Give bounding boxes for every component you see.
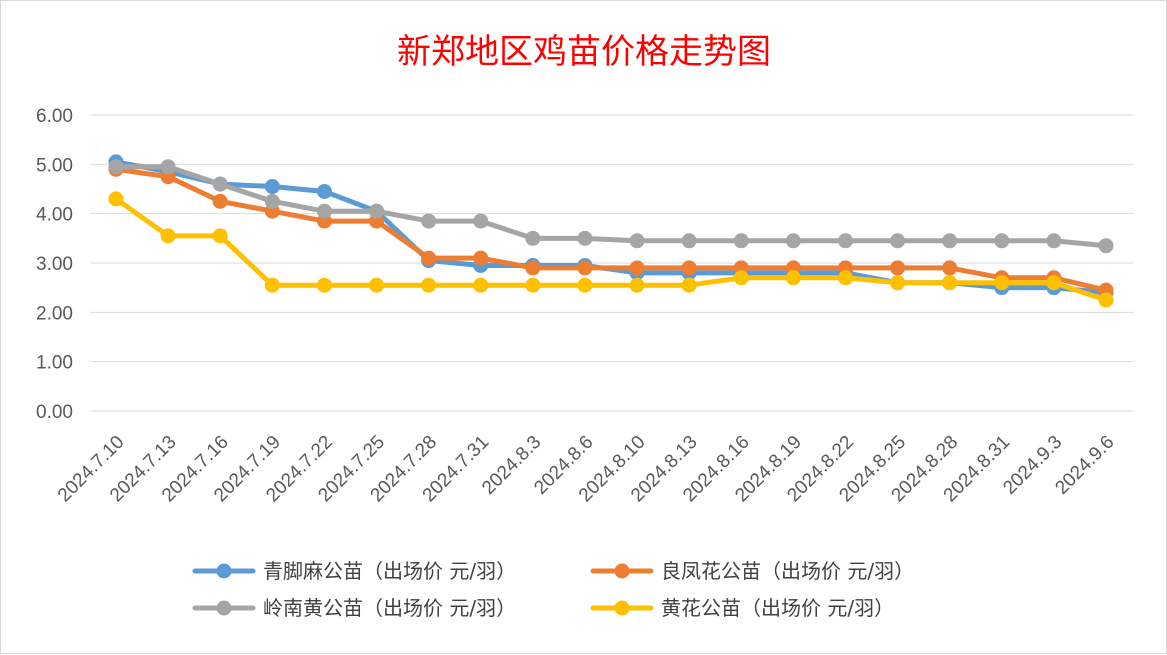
data-point: [629, 233, 645, 249]
legend-label: 良凤花公苗（出场价 元/羽）: [661, 559, 914, 583]
gridlines: [91, 114, 1133, 412]
data-point: [264, 193, 280, 209]
data-point: [837, 270, 853, 286]
chart-title: 新郑地区鸡苗价格走势图: [397, 32, 771, 72]
legend-item: 良凤花公苗（出场价 元/羽）: [590, 559, 914, 583]
series-line: [113, 196, 1109, 303]
data-point: [525, 260, 541, 276]
data-point: [421, 213, 437, 229]
data-point: [525, 230, 541, 246]
legend-label: 黄花公苗（出场价 元/羽）: [661, 596, 894, 620]
data-point: [473, 277, 489, 293]
y-tick-label: 3.00: [36, 254, 73, 275]
data-point: [160, 228, 176, 244]
data-point: [577, 260, 593, 276]
data-point: [212, 193, 228, 209]
series-2: [108, 161, 1114, 298]
data-point: [785, 270, 801, 286]
data-point: [942, 260, 958, 276]
data-point: [369, 203, 385, 219]
data-point: [473, 213, 489, 229]
data-point: [942, 275, 958, 291]
data-point: [577, 277, 593, 293]
data-point: [264, 179, 280, 195]
data-point: [1046, 275, 1062, 291]
data-point: [264, 277, 280, 293]
data-point: [733, 270, 749, 286]
data-point: [316, 277, 332, 293]
data-point: [890, 260, 906, 276]
series-line: [113, 166, 1109, 293]
data-point: [421, 277, 437, 293]
data-point: [994, 275, 1010, 291]
data-point: [890, 275, 906, 291]
data-point: [1098, 238, 1114, 254]
legend-marker: [216, 563, 232, 579]
legend-marker: [216, 600, 232, 616]
data-point: [681, 233, 697, 249]
data-point: [890, 233, 906, 249]
legend-marker: [614, 563, 630, 579]
data-point: [733, 233, 749, 249]
series-3: [108, 159, 1114, 254]
legend-item: 黄花公苗（出场价 元/羽）: [590, 596, 894, 620]
data-point: [577, 230, 593, 246]
data-point: [837, 233, 853, 249]
x-axis-ticks: 2024.7.102024.7.132024.7.162024.7.192024…: [54, 432, 1119, 507]
data-point: [421, 250, 437, 266]
y-tick-label: 6.00: [36, 106, 73, 127]
y-tick-label: 4.00: [36, 205, 73, 226]
y-tick-label: 1.00: [36, 353, 73, 374]
legend: 青脚麻公苗（出场价 元/羽） 良凤花公苗（出场价 元/羽） 岭南黄公苗（出场价 元/…: [192, 559, 914, 620]
data-point: [525, 277, 541, 293]
series-lines: [108, 154, 1114, 308]
data-point: [629, 260, 645, 276]
data-point: [681, 277, 697, 293]
legend-item: 岭南黄公苗（出场价 元/羽）: [192, 596, 516, 620]
data-point: [1046, 233, 1062, 249]
data-point: [629, 277, 645, 293]
y-axis-ticks: 0.00 1.00 2.00 3.00 4.00 5.00 6.00: [36, 106, 73, 423]
series-line: [113, 159, 1109, 296]
legend-item: 青脚麻公苗（出场价 元/羽）: [192, 559, 516, 583]
y-tick-label: 2.00: [36, 303, 73, 324]
data-point: [369, 277, 385, 293]
data-point: [473, 250, 489, 266]
series-1: [108, 154, 1114, 301]
y-tick-label: 5.00: [36, 155, 73, 176]
data-point: [160, 159, 176, 175]
data-point: [942, 233, 958, 249]
data-point: [212, 176, 228, 192]
data-point: [994, 233, 1010, 249]
data-point: [108, 191, 124, 207]
data-point: [681, 260, 697, 276]
legend-marker: [614, 600, 630, 616]
data-point: [212, 228, 228, 244]
data-point: [1098, 292, 1114, 308]
data-point: [316, 203, 332, 219]
y-tick-label: 0.00: [36, 402, 73, 423]
series-line: [113, 164, 1109, 249]
data-point: [316, 183, 332, 199]
legend-label: 岭南黄公苗（出场价 元/羽）: [263, 596, 516, 620]
data-point: [785, 233, 801, 249]
data-point: [108, 159, 124, 175]
legend-label: 青脚麻公苗（出场价 元/羽）: [263, 559, 516, 583]
series-4: [108, 191, 1114, 308]
